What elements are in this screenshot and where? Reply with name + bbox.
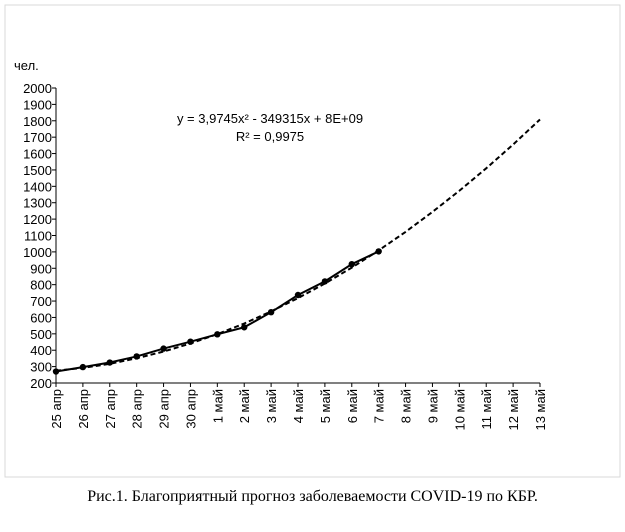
trend-equation: y = 3,9745x² - 349315x + 8E+09 [177,111,363,126]
x-tick-label: 25 апр [49,389,64,429]
y-tick-label: 800 [30,278,52,293]
data-point [321,278,329,285]
y-tick-label: 900 [30,261,52,276]
y-tick-label: 600 [30,310,52,325]
data-point [160,345,167,352]
y-tick-label: 1300 [23,196,52,211]
x-tick-label: 11 май [479,389,494,430]
y-tick-label: 700 [30,294,52,309]
x-tick-label: 2 май [237,389,252,423]
y-tick-label: 500 [30,327,52,342]
data-point [241,324,248,331]
y-tick-label: 1900 [23,97,52,112]
y-tick-label: 200 [30,376,52,391]
y-tick-label: 400 [30,343,52,358]
data-point [348,260,355,268]
data-line [55,250,380,373]
x-tick-label: 28 апр [130,389,145,429]
x-tick-label: 30 апр [183,389,198,429]
x-tick-label: 12 май [506,389,521,431]
x-tick-label: 8 май [399,389,414,423]
y-tick-label: 1600 [23,147,52,162]
x-tick-label: 4 май [291,389,306,423]
caption: Рис.1. Благоприятный прогноз заболеваемо… [87,488,538,505]
data-point [52,368,60,375]
x-tick-label: 27 апр [103,389,118,429]
x-tick-label: 10 май [452,389,467,431]
chart: чел. y = 3,9745x² - 349315x + 8E+09 R² =… [4,4,621,478]
y-tick-label: 300 [30,360,52,375]
chart-border [4,4,621,478]
x-tick-label: 9 май [425,389,440,423]
x-tick-label: 13 май [533,389,548,431]
y-tick-label: 2000 [23,81,52,96]
y-tick-label: 1000 [23,245,52,260]
y-tick-label: 1500 [23,163,52,178]
x-tick-label: 3 май [264,389,279,423]
r-squared: R² = 0,9975 [236,129,304,144]
x-tick-label: 1 май [210,389,225,423]
y-tick-label: 1200 [23,212,52,227]
x-tick-label: 6 май [345,389,360,423]
y-tick-label: 1700 [23,130,52,145]
data-point [214,331,221,338]
x-tick-label: 7 май [372,389,387,423]
y-tick-label: 1100 [24,229,52,244]
trend-line [55,118,541,372]
x-tick-label: 29 апр [157,389,172,429]
y-tick-label: 1400 [23,179,52,194]
x-tick-label: 26 апр [76,389,91,429]
y-tick-label: 1800 [23,114,52,129]
x-tick-label: 5 май [318,389,333,423]
y-axis-label: чел. [14,58,39,73]
